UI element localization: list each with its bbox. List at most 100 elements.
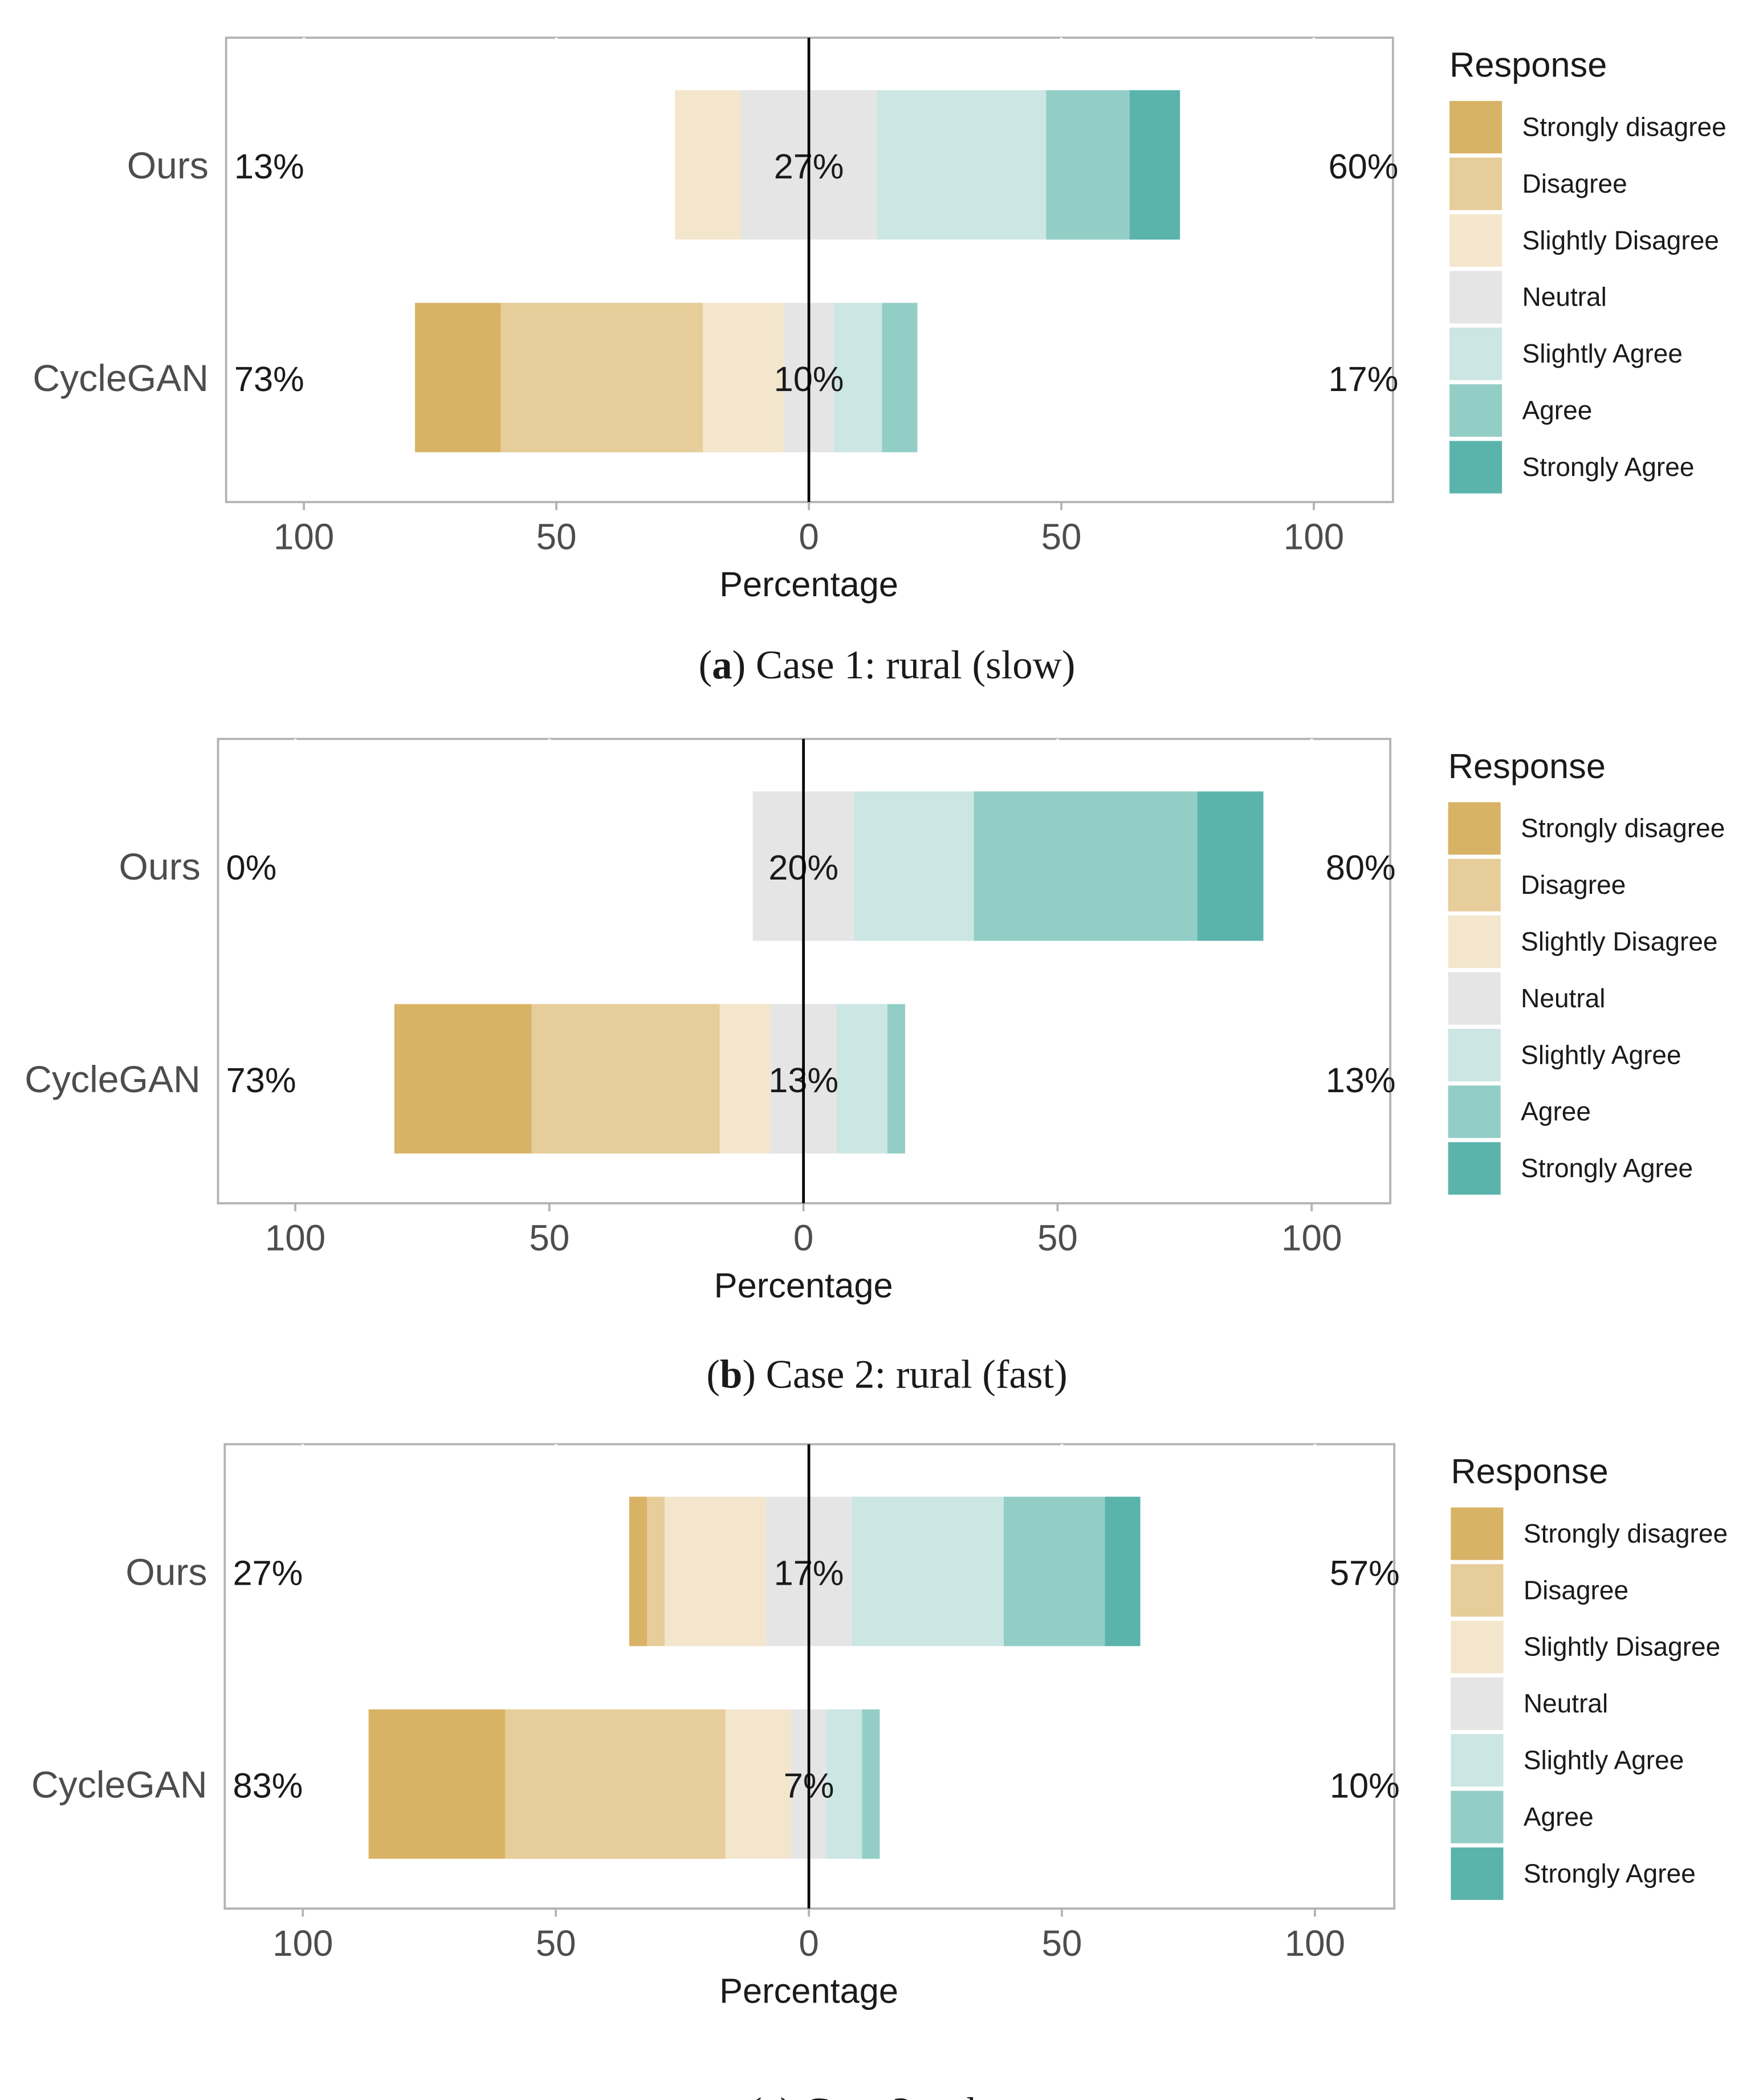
- bar-cyclegan-agree: [862, 1709, 880, 1859]
- legend-swatch-disagree: [1448, 858, 1501, 911]
- x-tick-label: 100: [265, 1218, 325, 1259]
- legend-swatch-strongly-agree: [1448, 1142, 1501, 1195]
- legend-swatch-slightly-disagree: [1451, 1621, 1504, 1674]
- legend-swatch-neutral: [1449, 271, 1502, 324]
- x-axis-title: Percentage: [714, 1266, 893, 1305]
- x-tick-label: 0: [799, 516, 819, 557]
- caption-paren: (: [748, 2090, 762, 2100]
- bar-cyclegan-disagree: [531, 1004, 720, 1154]
- bar-ours-slightly-disagree: [675, 90, 741, 240]
- group-label-ours: Ours: [127, 145, 209, 187]
- caption-letter: c: [762, 2090, 780, 2100]
- right-percent-label: 13%: [1326, 1061, 1396, 1100]
- legend-label: Slightly Disagree: [1524, 1632, 1720, 1662]
- legend-label: Slightly Agree: [1521, 1040, 1681, 1069]
- right-percent-label: 57%: [1330, 1553, 1400, 1593]
- legend-swatch-agree: [1448, 1085, 1501, 1138]
- legend-label: Agree: [1522, 396, 1593, 425]
- bar-cyclegan-disagree: [505, 1709, 726, 1859]
- legend-title: Response: [1449, 46, 1607, 85]
- legend-swatch-strongly-disagree: [1451, 1507, 1504, 1560]
- bar-ours-slightly-agree: [852, 1496, 1004, 1646]
- legend-label: Neutral: [1521, 983, 1605, 1013]
- caption-text: ) Case 1: rural (slow): [732, 643, 1076, 687]
- bar-ours-agree: [974, 791, 1198, 941]
- group-label-cyclegan: CycleGAN: [32, 357, 209, 400]
- x-axis-title: Percentage: [719, 1971, 898, 2011]
- legend: Response Strongly disagree Disagree Slightl…: [1449, 46, 1727, 494]
- legend-swatch-slightly-agree: [1449, 327, 1502, 380]
- x-axis-title: Percentage: [719, 565, 898, 604]
- figure-caption: (c) Case 3: urban: [748, 2090, 1025, 2100]
- bar-cyclegan-slightly-disagree: [725, 1709, 792, 1859]
- legend-swatch-agree: [1451, 1790, 1504, 1843]
- legend-swatch-agree: [1449, 384, 1502, 437]
- legend-label: Neutral: [1522, 282, 1607, 312]
- legend-label: Strongly disagree: [1524, 1519, 1728, 1548]
- legend: Response Strongly disagree Disagree Slightl…: [1451, 1452, 1728, 1900]
- bar-ours-disagree: [646, 1496, 665, 1646]
- bar-ours-strongly-disagree: [629, 1496, 647, 1646]
- legend-swatch-disagree: [1451, 1564, 1504, 1617]
- legend-swatch-slightly-agree: [1448, 1028, 1501, 1081]
- group-label-cyclegan: CycleGAN: [25, 1059, 201, 1101]
- x-tick-label: 100: [1285, 1923, 1345, 1964]
- legend-title: Response: [1448, 747, 1606, 786]
- x-tick-label: 50: [1042, 1923, 1082, 1964]
- x-tick-label: 100: [274, 516, 334, 557]
- legend-swatch-neutral: [1451, 1677, 1504, 1730]
- figure-caption: (a) Case 1: rural (slow): [699, 643, 1076, 687]
- legend-label: Neutral: [1524, 1688, 1608, 1718]
- legend-label: Disagree: [1522, 169, 1627, 198]
- right-percent-label: 10%: [1330, 1766, 1400, 1805]
- legend-label: Slightly Disagree: [1522, 225, 1719, 255]
- legend-label: Strongly Agree: [1521, 1153, 1693, 1183]
- chart-panel-a: Ours 13% 27% 60%CycleGAN 73% 10% 17%100 50 0 50 10…: [32, 36, 1727, 687]
- left-percent-label: 73%: [226, 1061, 296, 1100]
- bar-cyclegan-slightly-agree: [836, 1004, 887, 1154]
- x-tick-label: 100: [272, 1923, 333, 1964]
- x-tick-label: 50: [536, 516, 577, 557]
- bar-cyclegan-slightly-disagree: [703, 303, 784, 453]
- x-tick-label: 100: [1284, 516, 1344, 557]
- legend-label: Disagree: [1521, 870, 1626, 900]
- legend: Response Strongly disagree Disagree Slightl…: [1448, 747, 1725, 1195]
- legend-swatch-strongly-disagree: [1449, 101, 1502, 154]
- bar-cyclegan-strongly-disagree: [394, 1004, 532, 1154]
- bar-cyclegan-slightly-agree: [826, 1709, 862, 1859]
- left-percent-label: 83%: [233, 1766, 303, 1805]
- legend-label: Agree: [1521, 1097, 1591, 1126]
- legend-swatch-slightly-disagree: [1449, 214, 1502, 267]
- legend-label: Strongly disagree: [1522, 112, 1727, 141]
- caption-paren: (: [706, 1352, 720, 1397]
- legend-swatch-strongly-agree: [1451, 1847, 1504, 1900]
- x-tick-label: 50: [1041, 516, 1082, 557]
- left-percent-label: 73%: [234, 360, 304, 399]
- bar-ours-strongly-agree: [1197, 791, 1264, 941]
- bar-cyclegan-disagree: [500, 303, 703, 453]
- bar-cyclegan-agree: [887, 1004, 905, 1154]
- bar-ours-strongly-agree: [1105, 1496, 1141, 1646]
- legend-label: Slightly Disagree: [1521, 926, 1717, 956]
- bar-ours-slightly-agree: [877, 90, 1047, 240]
- bar-ours-agree: [1003, 1496, 1105, 1646]
- caption-text: ) Case 3: urban: [780, 2090, 1025, 2100]
- x-tick-label: 50: [1037, 1218, 1078, 1259]
- legend-label: Agree: [1524, 1802, 1594, 1832]
- legend-swatch-slightly-disagree: [1448, 915, 1501, 968]
- bar-cyclegan-agree: [882, 303, 918, 453]
- caption-letter: a: [712, 643, 732, 687]
- legend-swatch-strongly-disagree: [1448, 802, 1501, 855]
- bar-ours-strongly-agree: [1129, 90, 1180, 240]
- legend-label: Slightly Agree: [1522, 339, 1683, 368]
- bar-ours-slightly-agree: [854, 791, 974, 941]
- legend-swatch-strongly-agree: [1449, 441, 1502, 494]
- left-percent-label: 0%: [226, 848, 277, 888]
- group-label-cyclegan: CycleGAN: [31, 1764, 207, 1806]
- left-percent-label: 27%: [233, 1553, 303, 1593]
- bar-cyclegan-slightly-agree: [834, 303, 882, 453]
- right-percent-label: 80%: [1326, 848, 1396, 888]
- chart-panel-c: Ours 27% 17% 57%CycleGAN 83% 7% 10%100 50 0 50 100…: [31, 1443, 1728, 2100]
- bar-cyclegan-slightly-disagree: [719, 1004, 771, 1154]
